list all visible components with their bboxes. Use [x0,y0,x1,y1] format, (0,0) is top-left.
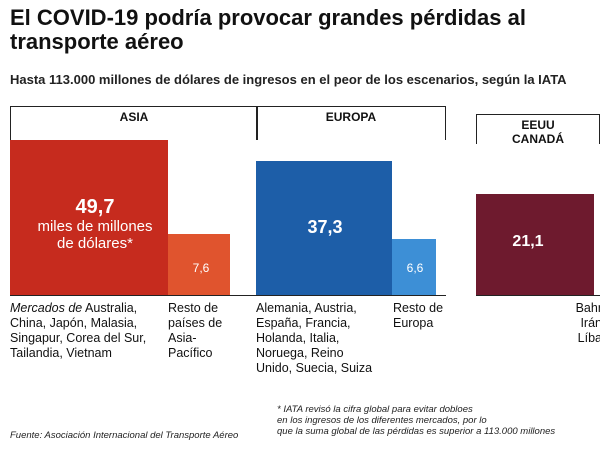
value-label-europe-rest: 6,6 [406,261,424,275]
bar-asia-main [10,140,168,295]
footnote-line-1: * IATA revisó la cifra global para evita… [277,404,473,415]
region-label-asia: ASIA [119,110,149,124]
chart-title: El COVID-19 podría provocar grandes pérd… [10,5,526,54]
footnote: * IATA revisó la cifra global para evita… [277,404,555,437]
chart-subtitle: Hasta 113.000 millones de dólares de ing… [10,72,567,87]
bar-europe-main [256,160,392,295]
unit-line-1: miles de millones [37,218,153,235]
value-label-asia-main: 49,7 [75,196,115,218]
value-label-asia-rest: 7,6 [192,261,210,275]
bar-usa [476,194,594,295]
bar-label-usa: Bahr Irán Líba [575,301,600,345]
region-header-asia: ASIA [10,106,258,140]
region-label-europa: EUROPA [325,110,377,124]
footnote-line-3: que la suma global de las pérdidas es su… [277,426,556,437]
bar-europe-rest [392,238,436,295]
baseline-asia [10,295,258,296]
baseline-europa [256,295,446,296]
region-label-usa-2: CANADÁ [512,132,564,146]
bar-label-asia-main: Mercados de Australia, China, Japón, Mal… [10,301,168,361]
region-header-europa: EUROPA [256,106,446,140]
region-label-usa-1: EEUU [521,118,555,132]
value-label-europe-main: 37,3 [307,217,343,237]
bar-label-europe-rest: Resto de Europa [393,301,444,330]
footnote-line-2: en los ingresos de los diferentes mercad… [277,415,487,426]
bar-label-asia-rest: Resto de países de Asia-Pacífico [168,301,223,360]
unit-line-2: de dólares* [57,235,133,252]
label-markets: Australia, China, Japón, Malasia, Singap… [10,301,147,360]
value-label-usa: 21,1 [512,233,544,250]
region-header-usa: EEUU CANADÁ [476,114,600,146]
label-emphasis: Mercados de [10,301,83,315]
bar-label-europe-main: Alemania, Austria, España, Francia, Hola… [256,301,373,375]
baseline-usa [476,295,600,296]
source-note: Fuente: Asociación Internacional del Tra… [10,430,239,441]
bar-asia-rest [168,234,230,295]
